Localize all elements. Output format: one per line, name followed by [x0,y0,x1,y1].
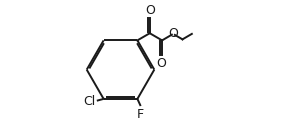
Text: O: O [145,4,155,17]
Text: O: O [156,57,166,70]
Text: F: F [137,108,144,121]
Text: O: O [168,27,178,40]
Text: Cl: Cl [83,95,95,108]
